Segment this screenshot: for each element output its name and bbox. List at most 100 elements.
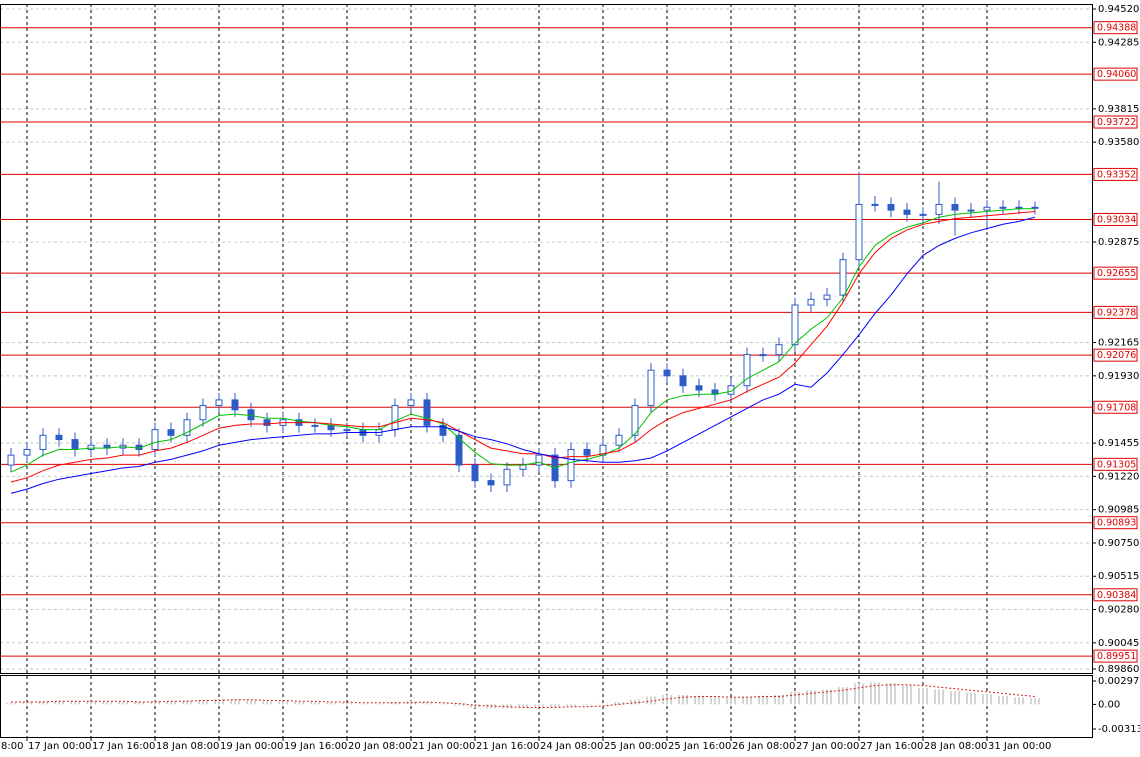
signal-line <box>11 684 1036 708</box>
grid <box>0 4 1092 737</box>
candle-body <box>791 304 799 346</box>
level-label: 0.94060 <box>1097 69 1136 80</box>
x-tick-label: 19 Jan 16:00 <box>284 741 347 752</box>
plot-frame <box>0 4 1093 674</box>
level-label: 0.92655 <box>1097 268 1136 279</box>
candle-body <box>839 259 847 296</box>
moving-average <box>10 211 1036 483</box>
candle-body <box>311 424 319 427</box>
level-label: 0.90384 <box>1097 590 1136 601</box>
y-tick-label: 0.90750 <box>1098 538 1139 549</box>
candle-body <box>663 369 671 377</box>
level-label-box <box>1093 212 1138 226</box>
candle-body <box>759 354 767 357</box>
candle-body <box>871 203 879 206</box>
candle-body <box>951 203 959 211</box>
x-tick-label: 25 Jan 16:00 <box>668 741 731 752</box>
level-label: 0.93352 <box>1097 169 1136 180</box>
candle-body <box>967 209 975 212</box>
candle-body <box>391 405 399 431</box>
candle-body <box>263 419 271 426</box>
oscillator-frame <box>0 675 1093 738</box>
candle-body <box>71 439 79 450</box>
candle-body <box>727 385 735 395</box>
candle-body <box>503 468 511 486</box>
oscillator-plot <box>6 682 1040 709</box>
candle-body <box>423 399 431 426</box>
osc-y-tick-label: 0.00 <box>1098 699 1120 710</box>
candle-body <box>807 298 815 306</box>
candle-body <box>567 448 575 482</box>
x-tick-label: 25 Jan 00:00 <box>604 741 667 752</box>
candle-body <box>455 434 463 466</box>
x-tick-label: 17 Jan 16:00 <box>92 741 155 752</box>
level-label-box <box>1093 400 1138 414</box>
candle-body <box>7 454 15 466</box>
candle-body <box>647 369 655 407</box>
y-tick-label: 0.92165 <box>1098 338 1139 349</box>
candle-body <box>775 344 783 356</box>
candle-body <box>487 480 495 486</box>
osc-y-tick-label: 0.002979 <box>1098 676 1140 687</box>
level-label-box <box>1093 115 1138 129</box>
moving-average <box>10 208 1035 473</box>
y-tick-label: 0.91930 <box>1098 371 1139 382</box>
candle-body <box>631 405 639 436</box>
y-tick-label: 0.91220 <box>1098 471 1139 482</box>
level-label-box <box>1093 649 1138 663</box>
candle-body <box>855 203 863 261</box>
x-tick-label: 28 Jan 08:00 <box>924 741 987 752</box>
y-tick-label: 0.90045 <box>1098 638 1139 649</box>
candle-body <box>439 424 447 436</box>
level-label-box <box>1093 67 1138 81</box>
candle-body <box>743 354 751 387</box>
candle-body <box>615 434 623 446</box>
level-label-box <box>1093 266 1138 280</box>
candle-body <box>583 448 591 456</box>
level-label-box <box>1093 516 1138 530</box>
candle-body <box>919 213 927 216</box>
level-label: 0.92076 <box>1097 350 1136 361</box>
level-label: 0.91708 <box>1097 402 1136 413</box>
x-tick-label: 24 Jan 08:00 <box>540 741 603 752</box>
candle-body <box>183 419 191 436</box>
level-label-box <box>1093 588 1138 602</box>
x-tick-label: 21 Jan 00:00 <box>412 741 475 752</box>
candle-body <box>407 399 415 407</box>
candle-body <box>151 429 159 450</box>
candle-body <box>39 434 47 450</box>
candle-body <box>903 209 911 215</box>
candle-body <box>1015 206 1023 209</box>
x-tick-label: 31 Jan 00:00 <box>988 741 1051 752</box>
level-label: 0.93034 <box>1097 214 1136 225</box>
level-label: 0.91305 <box>1097 459 1136 470</box>
level-label-box <box>1093 348 1138 362</box>
candle-body <box>887 203 895 211</box>
candle-body <box>215 399 223 407</box>
candle-body <box>519 464 527 470</box>
candle-body <box>343 429 351 432</box>
candle-body <box>935 203 943 215</box>
candle-body <box>167 429 175 436</box>
moving-average <box>10 216 1036 494</box>
y-tick-label: 0.90985 <box>1098 505 1139 516</box>
candle-body <box>87 444 95 450</box>
y-tick-label: 0.94520 <box>1098 4 1139 15</box>
candle-body <box>999 206 1007 209</box>
x-tick-label: 26 Jan 08:00 <box>732 741 795 752</box>
candle-body <box>247 409 255 421</box>
y-tick-label: 0.94285 <box>1098 37 1139 48</box>
candle-body <box>55 434 63 441</box>
level-label: 0.92378 <box>1097 307 1136 318</box>
y-tick-label: 0.93580 <box>1098 137 1139 148</box>
price-plot <box>0 27 1092 657</box>
y-tick-label: 0.93815 <box>1098 104 1139 115</box>
level-label-box <box>1093 457 1138 471</box>
y-tick-label: 0.90280 <box>1098 605 1139 616</box>
candle-body <box>23 448 31 456</box>
osc-y-tick-label: -0.003135 <box>1098 724 1140 735</box>
level-label: 0.89951 <box>1097 651 1136 662</box>
x-tick-label: 19 Jan 00:00 <box>220 741 283 752</box>
